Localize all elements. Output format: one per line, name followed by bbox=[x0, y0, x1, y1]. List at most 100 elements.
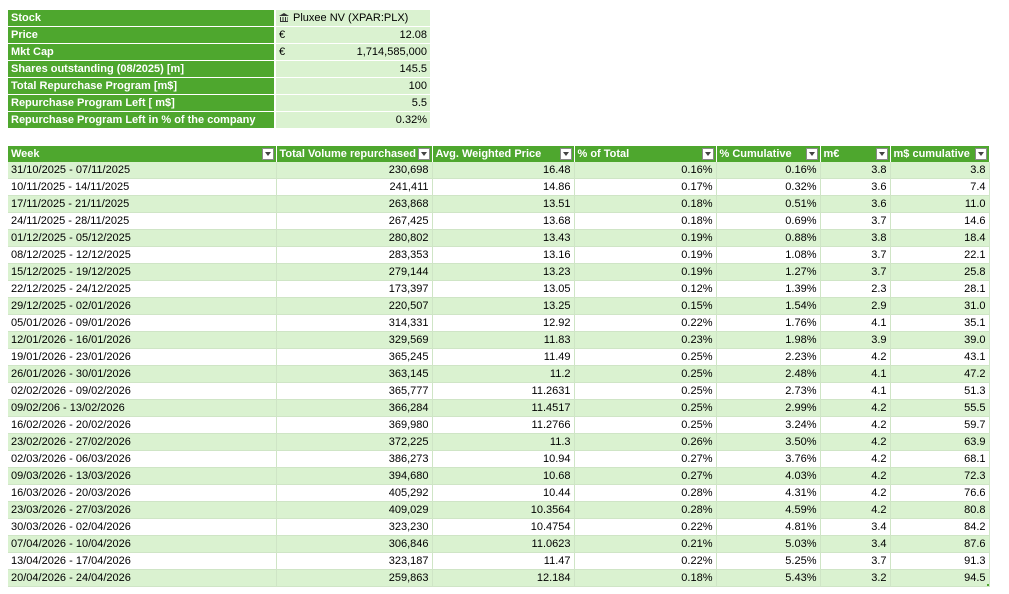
header-total-volume[interactable]: Total Volume repurchased bbox=[276, 146, 433, 162]
cell-pct-cumulative[interactable]: 4.03% bbox=[716, 467, 821, 485]
cell-week[interactable]: 23/02/2026 - 27/02/2026 bbox=[8, 433, 277, 451]
cell-total-volume[interactable]: 263,868 bbox=[276, 195, 433, 213]
cell-m-eur[interactable]: 3.7 bbox=[820, 246, 891, 264]
summary-value[interactable]: 5.5 bbox=[292, 94, 430, 112]
cell-pct-total[interactable]: 0.16% bbox=[574, 162, 717, 179]
cell-pct-cumulative[interactable]: 1.27% bbox=[716, 263, 821, 281]
cell-avg-price[interactable]: 10.4754 bbox=[432, 518, 575, 536]
cell-pct-total[interactable]: 0.18% bbox=[574, 195, 717, 213]
header-week[interactable]: Week bbox=[8, 146, 277, 162]
currency-symbol[interactable]: € bbox=[275, 26, 292, 44]
cell-m-usd-cumulative[interactable]: 94.5 bbox=[890, 569, 990, 587]
cell-pct-total[interactable]: 0.25% bbox=[574, 365, 717, 383]
cell-avg-price[interactable]: 10.3564 bbox=[432, 501, 575, 519]
summary-label[interactable]: Stock bbox=[8, 10, 276, 27]
cell-week[interactable]: 30/03/2026 - 02/04/2026 bbox=[8, 518, 277, 536]
cell-pct-total[interactable]: 0.21% bbox=[574, 535, 717, 553]
cell-avg-price[interactable]: 11.2766 bbox=[432, 416, 575, 434]
cell-m-eur[interactable]: 4.2 bbox=[820, 399, 891, 417]
cell-m-eur[interactable]: 4.1 bbox=[820, 365, 891, 383]
filter-dropdown-icon[interactable] bbox=[559, 148, 572, 160]
cell-total-volume[interactable]: 369,980 bbox=[276, 416, 433, 434]
cell-avg-price[interactable]: 13.05 bbox=[432, 280, 575, 298]
cell-m-usd-cumulative[interactable]: 63.9 bbox=[890, 433, 990, 451]
cell-pct-cumulative[interactable]: 4.81% bbox=[716, 518, 821, 536]
cell-total-volume[interactable]: 259,863 bbox=[276, 569, 433, 587]
filter-dropdown-icon[interactable] bbox=[417, 148, 430, 160]
cell-avg-price[interactable]: 11.3 bbox=[432, 433, 575, 451]
filter-dropdown-icon[interactable] bbox=[261, 148, 274, 160]
cell-total-volume[interactable]: 394,680 bbox=[276, 467, 433, 485]
cell-avg-price[interactable]: 13.23 bbox=[432, 263, 575, 281]
summary-label[interactable]: Price bbox=[8, 26, 276, 44]
cell-m-eur[interactable]: 2.9 bbox=[820, 297, 891, 315]
cell-avg-price[interactable]: 13.25 bbox=[432, 297, 575, 315]
cell-m-usd-cumulative[interactable]: 11.0 bbox=[890, 195, 990, 213]
summary-value[interactable]: 145.5 bbox=[292, 60, 430, 78]
cell-avg-price[interactable]: 10.68 bbox=[432, 467, 575, 485]
cell-week[interactable]: 22/12/2025 - 24/12/2025 bbox=[8, 280, 277, 298]
table-resize-handle[interactable] bbox=[986, 584, 988, 586]
cell-pct-cumulative[interactable]: 0.32% bbox=[716, 178, 821, 196]
header-m-usd-cumulative[interactable]: m$ cumulative bbox=[890, 146, 990, 162]
cell-pct-total[interactable]: 0.28% bbox=[574, 484, 717, 502]
cell-week[interactable]: 09/02/206 - 13/02/2026 bbox=[8, 399, 277, 417]
cell-pct-cumulative[interactable]: 2.48% bbox=[716, 365, 821, 383]
cell-pct-cumulative[interactable]: 0.88% bbox=[716, 229, 821, 247]
cell-pct-total[interactable]: 0.19% bbox=[574, 246, 717, 264]
cell-week[interactable]: 02/03/2026 - 06/03/2026 bbox=[8, 450, 277, 468]
cell-week[interactable]: 26/01/2026 - 30/01/2026 bbox=[8, 365, 277, 383]
cell-week[interactable]: 23/03/2026 - 27/03/2026 bbox=[8, 501, 277, 519]
cell-avg-price[interactable]: 10.44 bbox=[432, 484, 575, 502]
cell-week[interactable]: 12/01/2026 - 16/01/2026 bbox=[8, 331, 277, 349]
summary-value[interactable]: 1,714,585,000 bbox=[292, 43, 430, 61]
cell-m-eur[interactable]: 3.8 bbox=[820, 162, 891, 179]
cell-pct-total[interactable]: 0.25% bbox=[574, 416, 717, 434]
cell-m-eur[interactable]: 3.7 bbox=[820, 552, 891, 570]
cell-m-usd-cumulative[interactable]: 91.3 bbox=[890, 552, 990, 570]
cell-week[interactable]: 09/03/2026 - 13/03/2026 bbox=[8, 467, 277, 485]
cell-pct-cumulative[interactable]: 1.54% bbox=[716, 297, 821, 315]
cell-m-eur[interactable]: 4.2 bbox=[820, 348, 891, 366]
cell-m-usd-cumulative[interactable]: 84.2 bbox=[890, 518, 990, 536]
cell-pct-cumulative[interactable]: 2.73% bbox=[716, 382, 821, 400]
summary-label[interactable]: Repurchase Program Left [ m$] bbox=[8, 94, 276, 112]
cell-week[interactable]: 17/11/2025 - 21/11/2025 bbox=[8, 195, 277, 213]
cell-m-eur[interactable]: 2.3 bbox=[820, 280, 891, 298]
cell-m-eur[interactable]: 4.2 bbox=[820, 416, 891, 434]
cell-week[interactable]: 31/10/2025 - 07/11/2025 bbox=[8, 162, 277, 179]
cell-avg-price[interactable]: 16.48 bbox=[432, 162, 575, 179]
cell-total-volume[interactable]: 280,802 bbox=[276, 229, 433, 247]
cell-week[interactable]: 07/04/2026 - 10/04/2026 bbox=[8, 535, 277, 553]
cell-m-eur[interactable]: 4.2 bbox=[820, 467, 891, 485]
cell-pct-total[interactable]: 0.25% bbox=[574, 348, 717, 366]
cell-pct-total[interactable]: 0.18% bbox=[574, 569, 717, 587]
cell-week[interactable]: 16/02/2026 - 20/02/2026 bbox=[8, 416, 277, 434]
cell-total-volume[interactable]: 306,846 bbox=[276, 535, 433, 553]
filter-dropdown-icon[interactable] bbox=[701, 148, 714, 160]
currency-symbol[interactable] bbox=[275, 94, 292, 112]
cell-m-usd-cumulative[interactable]: 18.4 bbox=[890, 229, 990, 247]
cell-m-eur[interactable]: 4.2 bbox=[820, 433, 891, 451]
cell-pct-total[interactable]: 0.17% bbox=[574, 178, 717, 196]
cell-week[interactable]: 15/12/2025 - 19/12/2025 bbox=[8, 263, 277, 281]
currency-symbol[interactable] bbox=[275, 111, 292, 129]
cell-pct-cumulative[interactable]: 0.69% bbox=[716, 212, 821, 230]
cell-avg-price[interactable]: 13.16 bbox=[432, 246, 575, 264]
cell-pct-cumulative[interactable]: 3.24% bbox=[716, 416, 821, 434]
cell-pct-cumulative[interactable]: 2.23% bbox=[716, 348, 821, 366]
cell-total-volume[interactable]: 363,145 bbox=[276, 365, 433, 383]
cell-avg-price[interactable]: 12.92 bbox=[432, 314, 575, 332]
cell-week[interactable]: 02/02/2026 - 09/02/2026 bbox=[8, 382, 277, 400]
cell-avg-price[interactable]: 11.83 bbox=[432, 331, 575, 349]
cell-m-eur[interactable]: 3.6 bbox=[820, 195, 891, 213]
cell-avg-price[interactable]: 13.68 bbox=[432, 212, 575, 230]
cell-pct-cumulative[interactable]: 5.25% bbox=[716, 552, 821, 570]
cell-week[interactable]: 10/11/2025 - 14/11/2025 bbox=[8, 178, 277, 196]
cell-pct-total[interactable]: 0.26% bbox=[574, 433, 717, 451]
cell-total-volume[interactable]: 372,225 bbox=[276, 433, 433, 451]
cell-pct-cumulative[interactable]: 3.76% bbox=[716, 450, 821, 468]
cell-avg-price[interactable]: 11.2631 bbox=[432, 382, 575, 400]
cell-pct-total[interactable]: 0.25% bbox=[574, 382, 717, 400]
summary-value[interactable]: 100 bbox=[292, 77, 430, 95]
